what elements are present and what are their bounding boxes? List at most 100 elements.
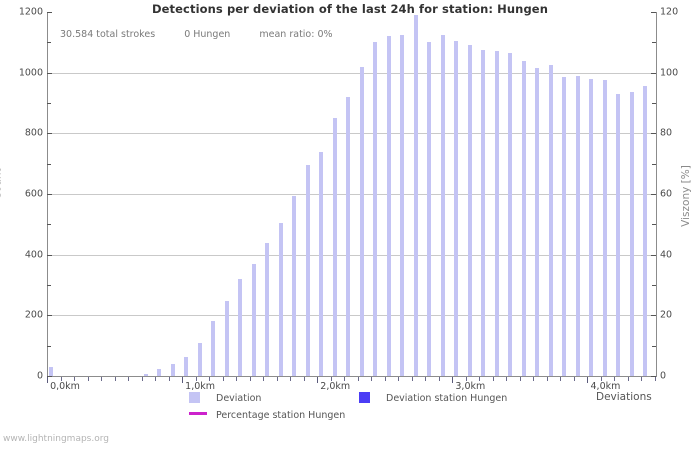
y-axis-tick [47, 12, 52, 13]
y2-axis-tick [651, 315, 656, 317]
bar [508, 52, 513, 376]
bar [292, 195, 297, 376]
y-axis-minor-tick [47, 103, 51, 104]
x-axis-major-tick [47, 377, 48, 383]
x-axis-minor-tick [573, 377, 575, 381]
x-axis-minor-tick [533, 377, 535, 381]
bar [251, 263, 256, 376]
legend-line-icon [189, 412, 207, 415]
legend-swatch-icon [189, 392, 200, 403]
y2-axis-tick-label: 60 [660, 188, 673, 200]
plot-inner [48, 12, 656, 376]
x-axis-minor-tick [114, 377, 116, 381]
x-axis-major-tick [587, 377, 589, 383]
y-axis-left: Count 0 200 400 600 800 1000 1200 [0, 0, 43, 390]
bar [481, 49, 486, 376]
y-axis-tick [47, 133, 52, 135]
bar [305, 165, 310, 376]
y2-axis-tick [651, 12, 656, 13]
y2-axis-tick-label: 100 [660, 67, 679, 79]
x-axis-minor-tick [655, 377, 656, 381]
bar [521, 60, 526, 376]
legend-item-deviation[interactable]: Deviation [189, 392, 261, 404]
y-axis-tick [47, 72, 52, 74]
y2-axis-minor-tick [652, 345, 656, 347]
x-axis-minor-tick [371, 377, 373, 381]
chart-annotations: 30.584 total strokes 0 Hungen mean ratio… [60, 29, 333, 40]
x-axis-minor-tick [87, 377, 89, 381]
y2-axis-tick-label: 40 [660, 249, 673, 261]
bar [211, 321, 216, 376]
x-axis-minor-tick [303, 377, 305, 381]
y2-axis-minor-tick [652, 163, 656, 165]
x-axis-tick-label: 4,0km [590, 381, 621, 392]
bar [319, 151, 324, 376]
bar [386, 36, 391, 376]
x-axis-minor-tick [506, 377, 508, 381]
annotation-station-count: 0 Hungen [184, 29, 231, 40]
bar [562, 77, 567, 376]
x-axis-minor-tick [384, 377, 386, 381]
bar [346, 96, 351, 376]
bar [602, 80, 607, 376]
y-axis-tick [47, 376, 52, 377]
x-axis-minor-tick [492, 377, 494, 381]
x-axis-major-tick [182, 377, 184, 383]
legend: Deviation Deviation station Hungen Perce… [0, 392, 700, 432]
y2-axis-tick-label: 20 [660, 309, 673, 321]
legend-label: Deviation [216, 393, 262, 404]
y-axis-tick-label: 1200 [18, 6, 43, 18]
bar [575, 75, 580, 376]
gridline [48, 73, 656, 74]
y2-axis-tick-label: 120 [660, 6, 679, 18]
x-axis-major-tick [452, 377, 454, 383]
y2-axis-tick [651, 72, 656, 74]
bar [535, 68, 540, 376]
x-axis-title: Deviations [596, 391, 652, 403]
bar [197, 342, 202, 376]
y-axis-minor-tick [47, 163, 51, 165]
x-axis-minor-tick [411, 377, 413, 381]
page-title: Detections per deviation of the last 24h… [152, 2, 548, 16]
legend-swatch-icon [359, 392, 370, 403]
y-axis-tick-label: 0 [36, 370, 43, 382]
bar [494, 51, 499, 376]
y-axis-minor-tick [47, 42, 51, 44]
y-axis-tick-label: 400 [24, 249, 43, 261]
y2-axis-tick [651, 133, 656, 135]
x-axis-minor-tick [398, 377, 400, 381]
legend-item-deviation-station[interactable]: Deviation station Hungen [359, 392, 507, 404]
x-axis-minor-tick [330, 377, 332, 381]
x-axis-major-tick [317, 377, 319, 383]
footer-watermark: www.lightningmaps.org [3, 434, 109, 444]
y2-axis-minor-tick [652, 103, 656, 104]
y2-axis-tick [651, 194, 656, 195]
bar [143, 373, 148, 376]
x-axis-minor-tick [479, 377, 481, 381]
bar [589, 78, 594, 376]
bar [440, 34, 445, 376]
gridline [48, 255, 656, 256]
x-axis-minor-tick [209, 377, 211, 381]
y2-axis-tick-label: 80 [660, 127, 673, 139]
y2-axis-tick [651, 254, 656, 256]
bar [278, 222, 283, 376]
bar [359, 66, 364, 376]
x-axis-minor-tick [519, 377, 521, 381]
bar [467, 45, 472, 376]
y-axis-tick [47, 194, 52, 195]
bar [49, 366, 53, 376]
y-axis-tick-label: 600 [24, 188, 43, 200]
x-axis-tick-label: 2,0km [320, 381, 351, 392]
legend-item-percentage-station[interactable]: Percentage station Hungen [189, 410, 345, 421]
x-axis-tick-label: 3,0km [455, 381, 486, 392]
x-axis-minor-tick [641, 377, 643, 381]
x-axis-minor-tick [222, 377, 224, 381]
x-axis-minor-tick [168, 377, 170, 381]
x-axis-minor-tick [465, 377, 467, 381]
bar [373, 42, 378, 376]
bar [224, 300, 229, 376]
y2-axis-tick [651, 376, 656, 377]
y-axis-tick-label: 800 [24, 127, 43, 139]
